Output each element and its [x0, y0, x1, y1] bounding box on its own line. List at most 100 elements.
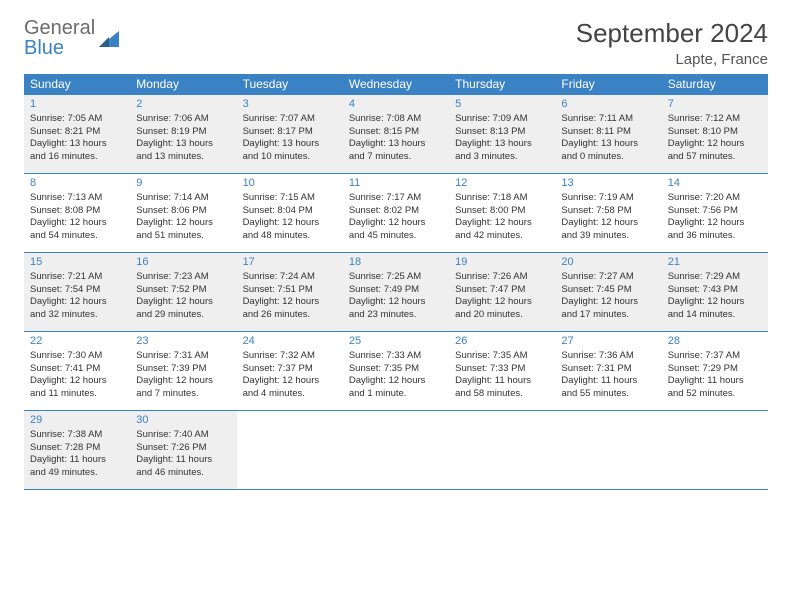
- daylight-text: and 48 minutes.: [243, 230, 337, 243]
- daylight-text: Daylight: 12 hours: [243, 217, 337, 230]
- calendar-week: 29Sunrise: 7:38 AMSunset: 7:28 PMDayligh…: [24, 410, 768, 490]
- weekday-sun: Sunday: [24, 74, 130, 94]
- sunset-text: Sunset: 7:29 PM: [668, 363, 762, 376]
- daylight-text: and 54 minutes.: [30, 230, 124, 243]
- sunrise-text: Sunrise: 7:07 AM: [243, 113, 337, 126]
- calendar-cell: 22Sunrise: 7:30 AMSunset: 7:41 PMDayligh…: [24, 332, 130, 410]
- day-number: 25: [349, 334, 443, 349]
- daylight-text: Daylight: 12 hours: [136, 375, 230, 388]
- calendar-cell: 13Sunrise: 7:19 AMSunset: 7:58 PMDayligh…: [555, 174, 661, 252]
- calendar-cell: 1Sunrise: 7:05 AMSunset: 8:21 PMDaylight…: [24, 95, 130, 173]
- daylight-text: Daylight: 13 hours: [455, 138, 549, 151]
- sunrise-text: Sunrise: 7:09 AM: [455, 113, 549, 126]
- calendar-cell: 10Sunrise: 7:15 AMSunset: 8:04 PMDayligh…: [237, 174, 343, 252]
- sunset-text: Sunset: 7:45 PM: [561, 284, 655, 297]
- weekday-fri: Friday: [555, 74, 661, 94]
- day-number: 2: [136, 97, 230, 112]
- day-number: 30: [136, 413, 230, 428]
- sunset-text: Sunset: 8:17 PM: [243, 126, 337, 139]
- calendar-week: 8Sunrise: 7:13 AMSunset: 8:08 PMDaylight…: [24, 173, 768, 252]
- day-number: 11: [349, 176, 443, 191]
- title-block: September 2024 Lapte, France: [576, 18, 768, 68]
- daylight-text: Daylight: 12 hours: [349, 296, 443, 309]
- calendar-cell: 6Sunrise: 7:11 AMSunset: 8:11 PMDaylight…: [555, 95, 661, 173]
- day-number: 18: [349, 255, 443, 270]
- sunrise-text: Sunrise: 7:20 AM: [668, 192, 762, 205]
- daylight-text: Daylight: 13 hours: [30, 138, 124, 151]
- daylight-text: and 46 minutes.: [136, 467, 230, 480]
- daylight-text: Daylight: 12 hours: [349, 375, 443, 388]
- sunset-text: Sunset: 7:43 PM: [668, 284, 762, 297]
- calendar-cell: 15Sunrise: 7:21 AMSunset: 7:54 PMDayligh…: [24, 253, 130, 331]
- sunset-text: Sunset: 7:41 PM: [30, 363, 124, 376]
- day-number: 10: [243, 176, 337, 191]
- daylight-text: Daylight: 11 hours: [561, 375, 655, 388]
- daylight-text: Daylight: 12 hours: [561, 296, 655, 309]
- daylight-text: Daylight: 11 hours: [30, 454, 124, 467]
- daylight-text: and 17 minutes.: [561, 309, 655, 322]
- sunrise-text: Sunrise: 7:33 AM: [349, 350, 443, 363]
- sunset-text: Sunset: 7:52 PM: [136, 284, 230, 297]
- daylight-text: and 4 minutes.: [243, 388, 337, 401]
- calendar-cell: 23Sunrise: 7:31 AMSunset: 7:39 PMDayligh…: [130, 332, 236, 410]
- logo: General Blue: [24, 18, 123, 58]
- daylight-text: and 14 minutes.: [668, 309, 762, 322]
- sunrise-text: Sunrise: 7:17 AM: [349, 192, 443, 205]
- sunrise-text: Sunrise: 7:27 AM: [561, 271, 655, 284]
- sunset-text: Sunset: 7:54 PM: [30, 284, 124, 297]
- calendar-cell: 14Sunrise: 7:20 AMSunset: 7:56 PMDayligh…: [662, 174, 768, 252]
- day-number: 21: [668, 255, 762, 270]
- daylight-text: Daylight: 12 hours: [668, 138, 762, 151]
- calendar-cell: 30Sunrise: 7:40 AMSunset: 7:26 PMDayligh…: [130, 411, 236, 489]
- sunset-text: Sunset: 7:31 PM: [561, 363, 655, 376]
- sunrise-text: Sunrise: 7:30 AM: [30, 350, 124, 363]
- daylight-text: and 7 minutes.: [349, 151, 443, 164]
- calendar-cell: 25Sunrise: 7:33 AMSunset: 7:35 PMDayligh…: [343, 332, 449, 410]
- day-number: 13: [561, 176, 655, 191]
- sunrise-text: Sunrise: 7:06 AM: [136, 113, 230, 126]
- calendar-page: General Blue September 2024 Lapte, Franc…: [0, 0, 792, 502]
- page-header: General Blue September 2024 Lapte, Franc…: [24, 18, 768, 68]
- sunrise-text: Sunrise: 7:26 AM: [455, 271, 549, 284]
- day-number: 17: [243, 255, 337, 270]
- sunset-text: Sunset: 7:35 PM: [349, 363, 443, 376]
- calendar-cell: 26Sunrise: 7:35 AMSunset: 7:33 PMDayligh…: [449, 332, 555, 410]
- daylight-text: and 11 minutes.: [30, 388, 124, 401]
- daylight-text: and 45 minutes.: [349, 230, 443, 243]
- day-number: 12: [455, 176, 549, 191]
- sunrise-text: Sunrise: 7:08 AM: [349, 113, 443, 126]
- daylight-text: and 26 minutes.: [243, 309, 337, 322]
- daylight-text: and 57 minutes.: [668, 151, 762, 164]
- calendar-cell: 11Sunrise: 7:17 AMSunset: 8:02 PMDayligh…: [343, 174, 449, 252]
- sunrise-text: Sunrise: 7:40 AM: [136, 429, 230, 442]
- day-number: 28: [668, 334, 762, 349]
- calendar-cell: 20Sunrise: 7:27 AMSunset: 7:45 PMDayligh…: [555, 253, 661, 331]
- sunrise-text: Sunrise: 7:05 AM: [30, 113, 124, 126]
- sunrise-text: Sunrise: 7:18 AM: [455, 192, 549, 205]
- weekday-tue: Tuesday: [237, 74, 343, 94]
- sunset-text: Sunset: 8:10 PM: [668, 126, 762, 139]
- day-number: 19: [455, 255, 549, 270]
- day-number: 26: [455, 334, 549, 349]
- calendar-week: 15Sunrise: 7:21 AMSunset: 7:54 PM Dayligh…: [24, 252, 768, 331]
- daylight-text: Daylight: 13 hours: [243, 138, 337, 151]
- sunset-text: Sunset: 8:06 PM: [136, 205, 230, 218]
- sunrise-text: Sunrise: 7:21 AM: [30, 271, 124, 284]
- calendar-cell: 17Sunrise: 7:24 AMSunset: 7:51 PMDayligh…: [237, 253, 343, 331]
- daylight-text: Daylight: 12 hours: [668, 296, 762, 309]
- sunrise-text: Sunrise: 7:15 AM: [243, 192, 337, 205]
- daylight-text: Daylight: 12 hours: [136, 296, 230, 309]
- day-number: 4: [349, 97, 443, 112]
- sunrise-text: Sunrise: 7:23 AM: [136, 271, 230, 284]
- calendar-week: 1Sunrise: 7:05 AMSunset: 8:21 PMDaylight…: [24, 94, 768, 173]
- daylight-text: and 23 minutes.: [349, 309, 443, 322]
- day-number: 15: [30, 255, 124, 270]
- sunset-text: Sunset: 7:56 PM: [668, 205, 762, 218]
- daylight-text: Daylight: 12 hours: [136, 217, 230, 230]
- sunset-text: Sunset: 7:58 PM: [561, 205, 655, 218]
- sunrise-text: Sunrise: 7:32 AM: [243, 350, 337, 363]
- daylight-text: and 16 minutes.: [30, 151, 124, 164]
- sunset-text: Sunset: 8:15 PM: [349, 126, 443, 139]
- sunset-text: Sunset: 7:39 PM: [136, 363, 230, 376]
- daylight-text: Daylight: 13 hours: [136, 138, 230, 151]
